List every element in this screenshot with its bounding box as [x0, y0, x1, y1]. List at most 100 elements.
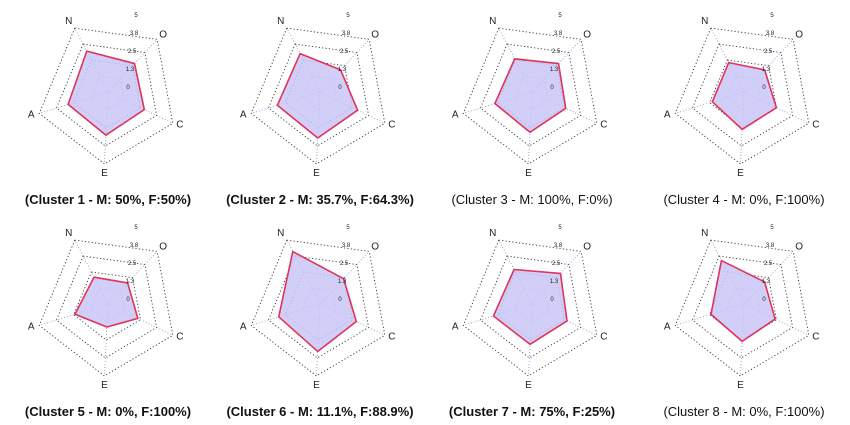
tick-label: 0	[338, 85, 342, 91]
chart-caption: (Cluster 8 - M: 0%, F:100%)	[663, 404, 825, 419]
data-polygon	[74, 276, 139, 328]
axis-label-E: E	[737, 380, 744, 391]
tick-label: 2.5	[764, 261, 773, 267]
tick-label: 3.8	[554, 243, 563, 249]
axis-label-E: E	[525, 380, 532, 391]
chart-caption: (Cluster 1 - M: 50%, F:50%)	[24, 192, 192, 207]
tick-label: 1.3	[126, 67, 135, 73]
axis-label-A: A	[664, 321, 671, 332]
tick-label: 3.8	[554, 31, 563, 37]
axis-label-E: E	[525, 168, 532, 179]
tick-label: 3.8	[342, 31, 351, 37]
axis-label-A: A	[452, 109, 459, 120]
radar-plot: 0 1.3 2.5 3.8 5 N O C E A	[664, 225, 820, 391]
axis-label-C: C	[176, 119, 183, 130]
tick-label: 5	[134, 13, 138, 19]
grid-ring-4	[674, 27, 810, 165]
axis-label-N: N	[701, 16, 708, 27]
chart-caption: (Cluster 7 - M: 75%, F:25%)	[448, 404, 616, 419]
tick-label: 2.5	[764, 49, 773, 55]
grid-ring-3	[691, 255, 794, 359]
axis-label-A: A	[240, 109, 247, 120]
tick-label: 1.3	[550, 67, 559, 73]
radar-chart-cluster-5: 0 1.3 2.5 3.8 5 N O C E A (Cluster 5 - M: 0%, F:10…	[2, 212, 214, 424]
grid-ring-3	[55, 43, 158, 147]
axis-label-N: N	[701, 228, 708, 239]
axis-label-C: C	[388, 331, 395, 342]
radar-plot: 0 1.3 2.5 3.8 5 N O C E A	[452, 225, 608, 391]
tick-label: 5	[346, 13, 350, 19]
tick-label: 2.5	[340, 49, 349, 55]
axis-label-O: O	[583, 241, 591, 252]
axis-label-C: C	[812, 331, 819, 342]
tick-label: 5	[346, 225, 350, 231]
data-polygon	[67, 50, 146, 136]
radar-plot: 0 1.3 2.5 3.8 5 N O C E A	[28, 13, 184, 179]
grid-ring-3	[55, 255, 158, 359]
axis-label-N: N	[489, 228, 496, 239]
axis-label-N: N	[65, 228, 72, 239]
axis-label-A: A	[28, 321, 35, 332]
radar-chart-cluster-2: 0 1.3 2.5 3.8 5 N O C E A (Cluster 2 - M: 35.7%, F…	[214, 0, 426, 212]
axis-label-C: C	[600, 119, 607, 130]
axis-label-C: C	[176, 331, 183, 342]
axis-label-E: E	[101, 168, 108, 179]
tick-label: 2.5	[128, 261, 137, 267]
grid-ring-3	[267, 43, 370, 147]
radar-chart-cluster-6: 0 1.3 2.5 3.8 5 N O C E A (Cluster 6 - M: 11.1%, F…	[214, 212, 426, 424]
chart-caption: (Cluster 3 - M: 100%, F:0%)	[451, 192, 613, 207]
data-polygon	[277, 250, 358, 353]
data-polygon	[710, 259, 776, 343]
grid-ring-2	[709, 271, 777, 341]
data-polygon	[276, 52, 359, 139]
tick-label: 3.8	[130, 31, 139, 37]
axis-label-C: C	[812, 119, 819, 130]
tick-label: 5	[770, 225, 774, 231]
axis-label-O: O	[159, 29, 167, 40]
tick-label: 0	[550, 297, 554, 303]
axis-label-A: A	[664, 109, 671, 120]
tick-label: 1.3	[762, 279, 771, 285]
radar-plot: 0 1.3 2.5 3.8 5 N O C E A	[452, 13, 608, 179]
radar-chart-cluster-3: 0 1.3 2.5 3.8 5 N O C E A (Cluster 3 - M: 100%, F:…	[426, 0, 638, 212]
chart-caption: (Cluster 6 - M: 11.1%, F:88.9%)	[226, 404, 414, 419]
radar-plot: 0 1.3 2.5 3.8 5 N O C E A	[240, 225, 396, 391]
grid-ring-4	[38, 239, 174, 377]
axis-label-N: N	[277, 16, 284, 27]
tick-label: 0	[338, 297, 342, 303]
axis-label-O: O	[583, 29, 591, 40]
tick-label: 5	[770, 13, 774, 19]
radar-chart-cluster-1: 0 1.3 2.5 3.8 5 N O C E A (Cluster 1 - M: 50%, F:5…	[2, 0, 214, 212]
radar-plot: 0 1.3 2.5 3.8 5 N O C E A	[664, 13, 820, 179]
grid-ring-4	[462, 27, 598, 165]
tick-label: 1.3	[126, 279, 135, 285]
axis-label-O: O	[159, 241, 167, 252]
axis-label-E: E	[737, 168, 744, 179]
axis-label-O: O	[371, 241, 379, 252]
axis-label-O: O	[795, 29, 803, 40]
tick-label: 2.5	[128, 49, 137, 55]
grid-ring-2	[73, 271, 141, 341]
tick-label: 2.5	[552, 49, 561, 55]
tick-label: 2.5	[340, 261, 349, 267]
tick-label: 0	[550, 85, 554, 91]
grid-ring-3	[479, 43, 582, 147]
axis-label-C: C	[600, 331, 607, 342]
axis-label-E: E	[101, 380, 108, 391]
axis-label-O: O	[795, 241, 803, 252]
grid-ring-2	[709, 59, 777, 129]
tick-label: 5	[558, 225, 562, 231]
radar-chart-cluster-7: 0 1.3 2.5 3.8 5 N O C E A (Cluster 7 - M: 75%, F:2…	[426, 212, 638, 424]
grid-ring-4	[250, 239, 386, 377]
tick-label: 5	[558, 13, 562, 19]
tick-label: 1.3	[550, 279, 559, 285]
chart-caption: (Cluster 2 - M: 35.7%, F:64.3%)	[226, 192, 414, 207]
radar-plot: 0 1.3 2.5 3.8 5 N O C E A	[240, 13, 396, 179]
axis-label-C: C	[388, 119, 395, 130]
tick-label: 1.3	[762, 67, 771, 73]
axis-label-E: E	[313, 168, 320, 179]
tick-label: 5	[134, 225, 138, 231]
grid-ring-3	[479, 255, 582, 359]
tick-label: 0	[762, 297, 766, 303]
